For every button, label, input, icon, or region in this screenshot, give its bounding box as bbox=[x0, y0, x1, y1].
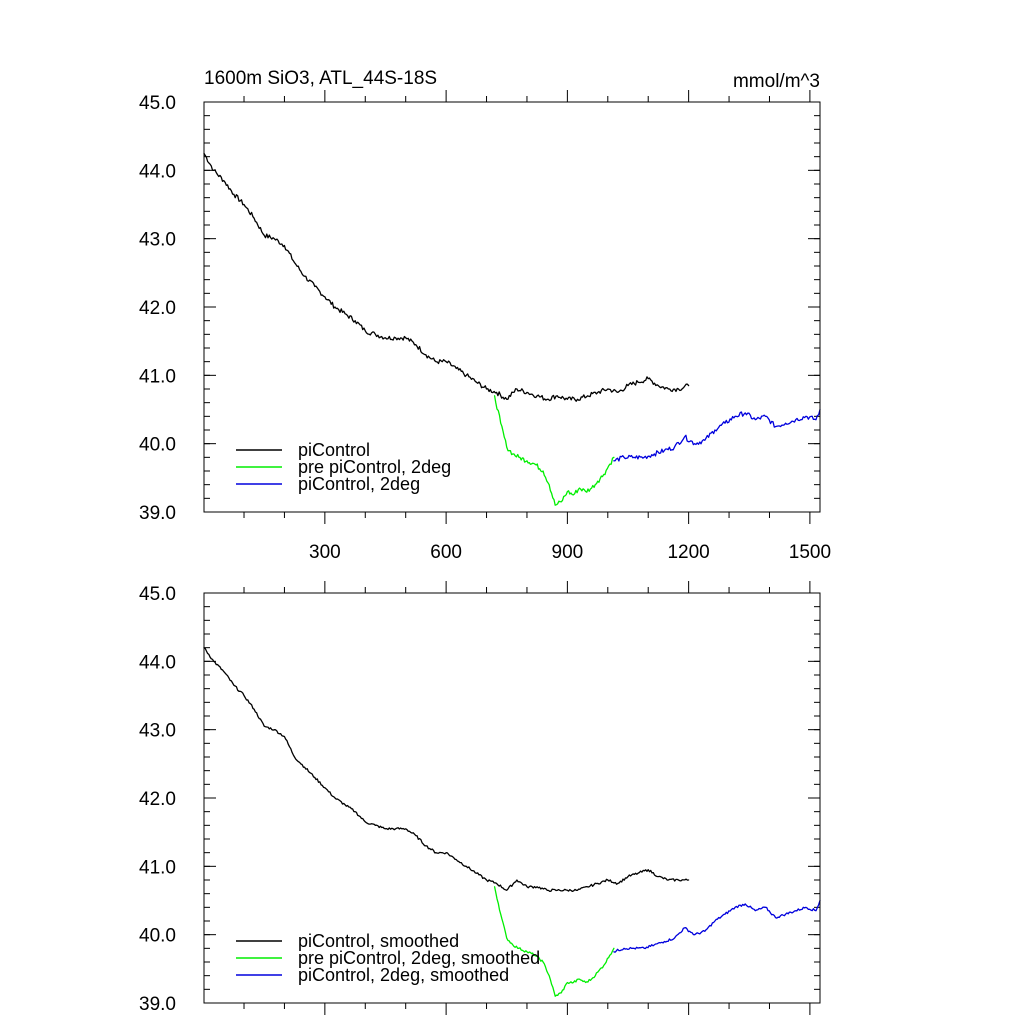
x-tick-label: 900 bbox=[552, 542, 584, 563]
top-panel-series bbox=[203, 152, 821, 506]
x-tick-label: 1500 bbox=[789, 542, 831, 563]
series-line-piControl bbox=[203, 647, 690, 893]
y-tick-label: 39.0 bbox=[139, 503, 176, 524]
bottom-panel-ticks: 39.0 40.0 41.0 42.0 43.0 44.0 45.0 bbox=[139, 581, 820, 1015]
bottom-panel-series bbox=[203, 647, 821, 997]
y-tick-label: 41.0 bbox=[139, 857, 176, 878]
bottom-panel: 39.0 40.0 41.0 42.0 43.0 44.0 45.0 piControl, … bbox=[139, 581, 821, 1015]
series-line-piControl_2deg bbox=[613, 408, 821, 462]
series-line-piControl bbox=[203, 152, 690, 402]
y-tick-label: 45.0 bbox=[139, 584, 176, 605]
y-tick-label: 42.0 bbox=[139, 298, 176, 319]
legend-label: piControl bbox=[298, 440, 370, 460]
y-tick-label: 43.0 bbox=[139, 230, 176, 251]
y-tick-label: 44.0 bbox=[139, 161, 176, 182]
y-tick-label: 45.0 bbox=[139, 93, 176, 114]
x-tick-label: 1200 bbox=[667, 542, 709, 563]
y-tick-label: 42.0 bbox=[139, 789, 176, 810]
top-panel-ticks: 39.0 40.0 41.0 42.0 43.0 44.0 45.0 300 600 900 120… bbox=[139, 90, 831, 563]
series-line-piControl_2deg bbox=[613, 899, 821, 953]
legend-label: piControl, smoothed bbox=[298, 931, 459, 951]
legend-label: pre piControl, 2deg bbox=[298, 457, 451, 477]
chart-title: 1600m SiO3, ATL_44S-18S bbox=[204, 68, 437, 89]
top-plot-frame bbox=[203, 101, 821, 513]
legend-label: piControl, 2deg bbox=[298, 474, 420, 494]
legend-label: piControl, 2deg, smoothed bbox=[298, 965, 509, 985]
series-line-pre_piControl_2deg bbox=[493, 395, 615, 506]
top-panel: 1600m SiO3, ATL_44S-18S mmol/m^3 39.0 40.… bbox=[139, 68, 831, 563]
y-tick-label: 39.0 bbox=[139, 994, 176, 1015]
y-tick-label: 40.0 bbox=[139, 435, 176, 456]
x-tick-label: 300 bbox=[309, 542, 341, 563]
y-tick-label: 40.0 bbox=[139, 926, 176, 947]
units-label: mmol/m^3 bbox=[733, 71, 820, 92]
bottom-plot-frame bbox=[203, 592, 821, 1004]
y-tick-label: 44.0 bbox=[139, 652, 176, 673]
y-tick-label: 43.0 bbox=[139, 721, 176, 742]
y-tick-label: 41.0 bbox=[139, 366, 176, 387]
series-line-pre_piControl_2deg bbox=[493, 886, 615, 997]
legend-label: pre piControl, 2deg, smoothed bbox=[298, 948, 540, 968]
x-tick-label: 600 bbox=[430, 542, 462, 563]
